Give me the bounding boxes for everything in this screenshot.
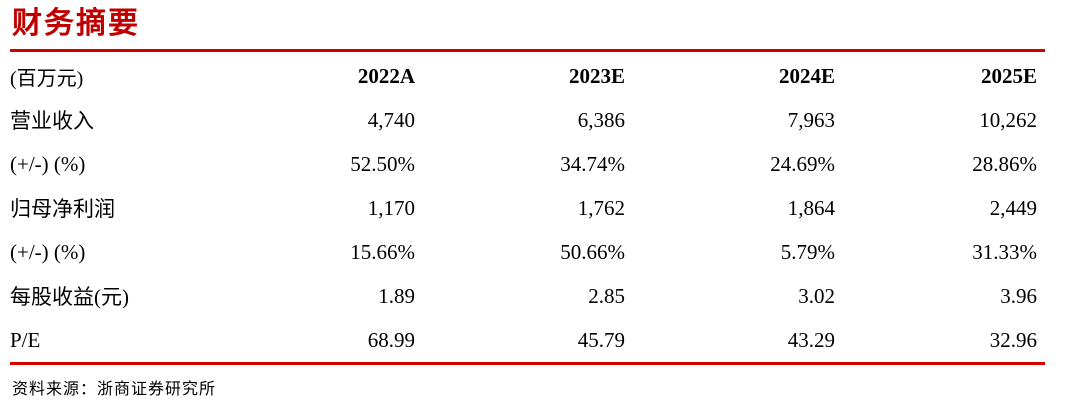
table-row-revenue-growth: (+/-) (%) 52.50% 34.74% 24.69% 28.86% (10, 142, 1045, 186)
cell-value: 3.02 (798, 283, 835, 308)
cell-value: 2.85 (588, 283, 625, 308)
cell-value: 34.74% (560, 151, 625, 176)
table-header-row: (百万元) 2022A 2023E 2024E 2025E (10, 54, 1045, 98)
cell-value: 1.89 (378, 283, 415, 308)
row-label: P/E (10, 327, 41, 352)
cell-value: 1,864 (787, 195, 835, 220)
bottom-divider (10, 362, 1045, 365)
table-row-net-profit-growth: (+/-) (%) 15.66% 50.66% 5.79% 31.33% (10, 230, 1045, 274)
cell-value: 2,449 (989, 195, 1037, 220)
row-label: 营业收入 (10, 109, 94, 133)
cell-value: 45.79 (577, 327, 625, 352)
column-header-2023e: 2023E (568, 63, 625, 88)
cell-value: 15.66% (350, 239, 415, 264)
section-title: 财务摘要 (12, 7, 140, 40)
cell-value: 1,170 (367, 195, 415, 220)
cell-value: 31.33% (972, 239, 1037, 264)
cell-value: 68.99 (367, 327, 415, 352)
financial-summary-table: (百万元) 2022A 2023E 2024E 2025E 营业收入 4,740… (10, 54, 1045, 362)
cell-value: 24.69% (770, 151, 835, 176)
source-note: 资料来源：浙商证券研究所 (12, 381, 217, 398)
table-row-revenue: 营业收入 4,740 6,386 7,963 10,262 (10, 98, 1045, 142)
unit-header: (百万元) (10, 67, 84, 90)
row-label: (+/-) (%) (10, 239, 86, 264)
row-label: 每股收益(元) (10, 285, 129, 309)
cell-value: 4,740 (367, 107, 415, 132)
table-row-net-profit: 归母净利润 1,170 1,762 1,864 2,449 (10, 186, 1045, 230)
cell-value: 10,262 (979, 107, 1037, 132)
cell-value: 50.66% (560, 239, 625, 264)
table-row-eps: 每股收益(元) 1.89 2.85 3.02 3.96 (10, 274, 1045, 318)
cell-value: 6,386 (577, 107, 625, 132)
column-header-2024e: 2024E (778, 63, 835, 88)
row-label: 归母净利润 (10, 197, 115, 221)
row-label: (+/-) (%) (10, 151, 86, 176)
column-header-2025e: 2025E (980, 63, 1037, 88)
cell-value: 32.96 (989, 327, 1037, 352)
table-row-pe: P/E 68.99 45.79 43.29 32.96 (10, 318, 1045, 362)
cell-value: 5.79% (780, 239, 835, 264)
top-divider (10, 49, 1045, 52)
cell-value: 43.29 (787, 327, 835, 352)
cell-value: 28.86% (972, 151, 1037, 176)
cell-value: 7,963 (787, 107, 835, 132)
cell-value: 1,762 (577, 195, 625, 220)
column-header-2022a: 2022A (357, 63, 415, 88)
cell-value: 52.50% (350, 151, 415, 176)
cell-value: 3.96 (1000, 283, 1037, 308)
